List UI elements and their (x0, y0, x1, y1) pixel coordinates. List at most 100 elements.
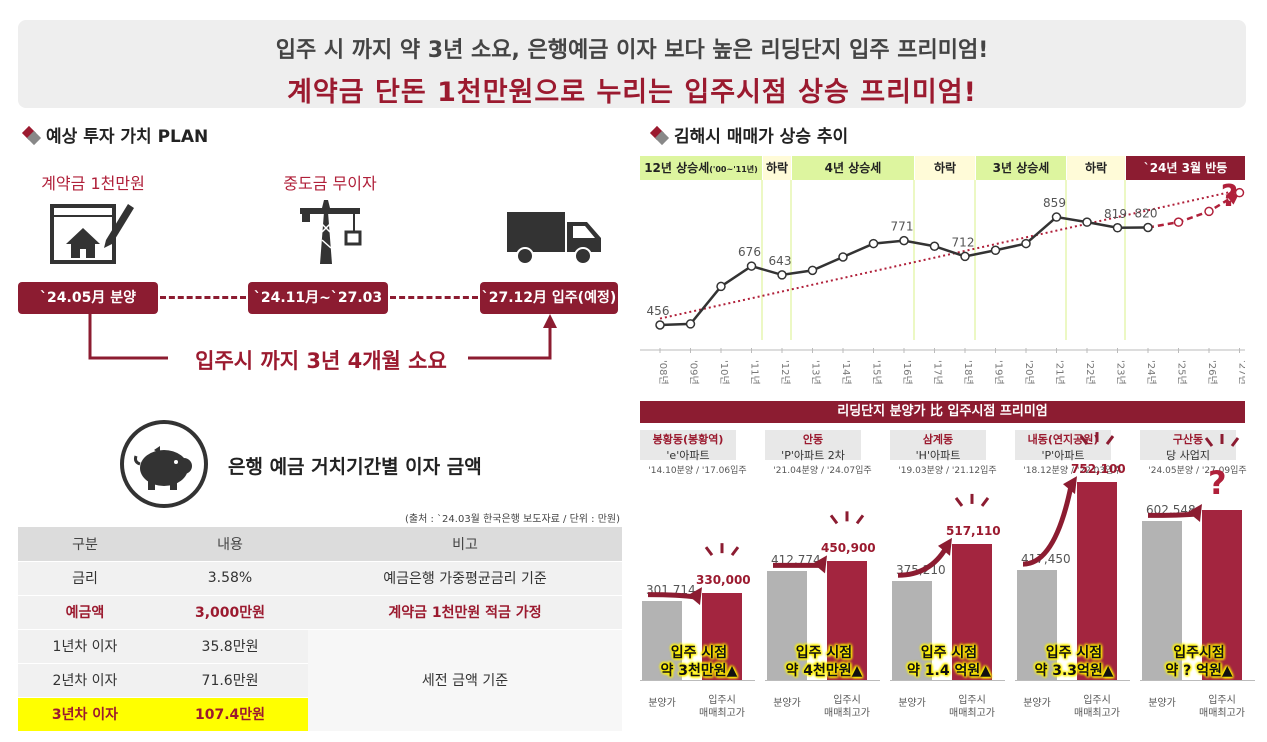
data-point (960, 251, 970, 262)
phase-cell: 하락 (1067, 156, 1125, 180)
bar-movein-price (1202, 510, 1242, 680)
gain-line-1: 입주 시점 (1045, 645, 1103, 661)
bar-baseline (765, 680, 880, 681)
phase-label: 12년 상승세 (644, 161, 710, 175)
phase-cell: 12년 상승세('00~'11년) (640, 156, 762, 180)
x-axis-label-line: 매매최고가 (949, 708, 995, 719)
question-mark: ? (1221, 180, 1238, 214)
phase-cell: 4년 상승세 (792, 156, 914, 180)
table-cell: 예금액 (18, 595, 152, 630)
table-cell: 107.4만원 (152, 697, 308, 732)
table-cell: 3년차 이자 (18, 697, 152, 732)
banner-line-1: 입주 시 까지 약 3년 소요, 은행예금 이자 보다 높은 리딩단지 입주 프… (275, 38, 989, 63)
question-mark: ? (1208, 464, 1227, 502)
timeline-dash-2 (390, 296, 478, 299)
complex-district: 구산동 (1172, 433, 1204, 446)
table-cell: 2년차 이자 (18, 663, 152, 698)
complex-dates: '14.10분양 / '17.06입주 (648, 466, 747, 476)
burst-line (704, 546, 714, 557)
blueprint-house-icon (50, 204, 134, 264)
data-point (685, 319, 696, 329)
x-axis-label: 분양가 (1023, 698, 1051, 709)
data-point (1173, 217, 1184, 227)
x-axis-label-line: 매매최고가 (1199, 708, 1245, 719)
bar-baseline (1015, 680, 1130, 681)
data-label: 456 (647, 304, 670, 318)
step-date-interim: `24.11月~`27.03月 (248, 282, 388, 338)
gain-line-1: 입주 시점 (670, 645, 728, 661)
burst-line (829, 514, 839, 525)
trend-line-chart: 456 '08년 '09년 '10년 676 '11년 643 '12년 '13년 '14년 '15… (640, 180, 1245, 385)
complex-name: 'P'아파트 (1041, 449, 1085, 462)
x-axis-label-line: 입주시 (708, 695, 736, 706)
complex-location: 삼계동 'H'아파트 (890, 430, 986, 462)
x-axis-label-line: 입주시 (833, 695, 861, 706)
bar-sale-price (1017, 570, 1057, 680)
x-tick-label: '10년 (718, 360, 730, 385)
phase-cell: 하락 (763, 156, 791, 180)
trendline (659, 189, 1240, 320)
data-point (1051, 212, 1062, 222)
table-row: 금리 3.58% 예금은행 가중평균금리 기준 (18, 561, 622, 596)
bar-movein-price (952, 543, 992, 680)
complex-district: 내동(연지공원) (1027, 433, 1099, 446)
header-cell: 내용 (152, 527, 308, 562)
table-cell: 71.6만원 (152, 663, 308, 698)
header-cell: 구분 (18, 527, 152, 562)
top-banner: 입주 시 까지 약 3년 소요, 은행예금 이자 보다 높은 리딩단지 입주 프… (18, 20, 1246, 108)
x-axis-label-line: 매매최고가 (824, 708, 870, 719)
piggy-bank-badge (120, 420, 208, 508)
trend-section-title: 김해시 매매가 상승 추이 (652, 122, 848, 147)
complex-district: 안동 (802, 433, 824, 446)
bar-value-label: 417,450 (1021, 552, 1071, 567)
bar-value-label: 412,774 (771, 553, 821, 568)
complex-location: 안동 'P'아파트 2차 (765, 430, 861, 462)
gain-line-2: 약 4천만원▲ (785, 663, 863, 679)
complex-location: 내동(연지공원) 'P'아파트 (1015, 430, 1111, 462)
x-axis-label-line: 입주시 (1208, 695, 1236, 706)
gain-line-1: 입주 시점 (795, 645, 853, 661)
data-label: 676 (738, 245, 761, 259)
complex-district: 삼계동 (922, 433, 954, 446)
table-cell: 3.58% (152, 561, 308, 596)
phase-cell: `24년 3월 반등 (1126, 156, 1245, 180)
x-tick-label: '21년 (1054, 360, 1066, 385)
forecast-series-line (1147, 191, 1241, 229)
bar-sale-price (1142, 521, 1182, 680)
bar-baseline (890, 680, 1005, 681)
x-tick-label: '22년 (1084, 360, 1096, 385)
complex-name: 'P'아파트 2차 (781, 449, 845, 462)
data-point (807, 265, 818, 276)
x-axis-label-line: 입주시 (958, 695, 986, 706)
bar-baseline (640, 680, 755, 681)
data-point (838, 252, 848, 262)
bar-baseline (1140, 680, 1255, 681)
burst-line (855, 514, 865, 525)
bar-value-label: 450,900 (821, 541, 876, 556)
deposit-title: 은행 예금 거치기간별 이자 금액 (228, 456, 482, 478)
data-label: 819 (1104, 207, 1127, 221)
interest-table: 구분 내용 비고 금리 3.58% 예금은행 가중평균금리 기준 예금액 3,0… (18, 527, 622, 732)
data-point (1082, 217, 1092, 227)
phase-cell: 하락 (915, 156, 975, 180)
piggy-bank-icon (134, 446, 192, 490)
gain-line-2: 약 3천만원▲ (660, 663, 738, 679)
x-axis-label: 분양가 (1148, 698, 1176, 709)
table-header-row: 구분 내용 비고 (18, 527, 622, 562)
x-axis-label-line: 매매최고가 (699, 708, 745, 719)
deposit-source: (출처 : `24.03월 한국은행 보도자료 / 단위 : 만원) (405, 514, 620, 525)
data-label: 771 (891, 220, 914, 234)
gain-line-1: 입주시점 (1173, 645, 1225, 661)
data-point (899, 235, 909, 246)
premium-column: 삼계동 'H'아파트 '19.03분양 / '21.12입주 375,210 517,1… (890, 430, 1005, 742)
table-cell: 계약금 1천만원 적금 가정 (308, 595, 622, 630)
duration-arrow (88, 312, 557, 360)
x-axis-label: 분양가 (648, 698, 676, 709)
gain-line-2: 약 ? 억원▲ (1165, 663, 1233, 679)
x-tick-label: '11년 (749, 360, 761, 385)
crane-icon (300, 200, 362, 264)
burst-line (980, 497, 990, 507)
